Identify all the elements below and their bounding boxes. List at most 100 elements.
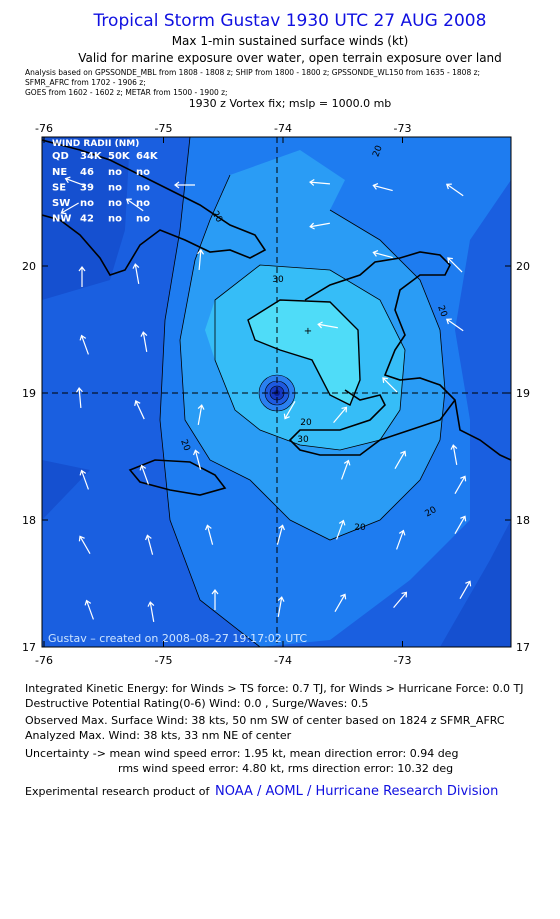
analyzed-line: Analyzed Max. Wind: 38 kts, 33 nm NE of … — [25, 729, 292, 742]
wind-arrow — [211, 589, 219, 610]
title: Tropical Storm Gustav 1930 UTC 27 AUG 20… — [93, 11, 487, 31]
radii-cell: no — [136, 198, 150, 209]
wind-arrow — [336, 519, 346, 540]
lat-tick-label: 20 — [22, 260, 36, 273]
radii-title: WIND RADII (NM) — [52, 139, 139, 149]
wind-arrow — [197, 404, 205, 425]
arrow-shape — [336, 519, 346, 540]
contour-label: 20 — [435, 304, 448, 318]
lat-tick-label: 19 — [516, 387, 530, 400]
wind-arrow — [341, 459, 351, 480]
arrow-shape — [454, 475, 467, 494]
arrow-shape — [60, 202, 79, 215]
arrow-shape — [276, 524, 286, 545]
wind-arrow — [204, 524, 214, 545]
analysis-line: GOES from 1602 - 1602 z; METAR from 1500… — [25, 88, 228, 97]
arrow-shape — [139, 464, 149, 485]
credit-prefix: Experimental research product of — [25, 785, 210, 798]
arrow-shape — [393, 591, 408, 609]
coastline-jamaica — [128, 459, 227, 496]
radii-cell: 39 — [80, 183, 94, 194]
radii-cell: no — [108, 214, 122, 225]
arrow-shape — [125, 198, 144, 212]
wind-arrow — [64, 176, 85, 186]
arrow-shape — [211, 589, 219, 610]
arrow-shape — [394, 450, 407, 469]
validity: Valid for marine exposure over water, op… — [78, 51, 502, 65]
arrow-shape — [140, 331, 148, 352]
map-frame — [41, 136, 512, 648]
wind-arrow — [283, 401, 296, 420]
arrow-shape — [283, 401, 296, 420]
arrow-shape — [197, 404, 205, 425]
wind-arrow — [84, 599, 94, 620]
wind-arrow — [134, 400, 145, 420]
wind-arrow — [174, 181, 195, 189]
radii-header: 64K — [136, 151, 159, 162]
wind-arrow — [309, 222, 330, 230]
wind-arrow — [192, 449, 202, 470]
contour-label: 20 — [300, 418, 312, 428]
wind-arrow — [140, 331, 148, 352]
arrow-shape — [459, 580, 472, 599]
radii-header: 50K — [108, 151, 131, 162]
arrow-shape — [382, 377, 398, 393]
arrow-shape — [309, 178, 331, 186]
max-wind-marker: + — [304, 326, 312, 337]
arrow-shape — [445, 183, 464, 197]
wind-arrows — [60, 176, 472, 622]
wind-arrow — [125, 198, 144, 212]
arrow-shape — [204, 524, 214, 545]
arrow-shape — [84, 599, 94, 620]
lat-tick-label: 20 — [516, 260, 530, 273]
radii-cell: no — [136, 167, 150, 178]
arrow-shape — [192, 449, 202, 470]
wind-arrow — [454, 515, 467, 534]
wind-arrow — [445, 318, 464, 332]
lon-tick-label: -74 — [274, 122, 292, 135]
lat-tick-label: 19 — [22, 387, 36, 400]
lat-tick-label: 17 — [22, 641, 36, 654]
axes: -76 -76 -75 -75 -74 -74 -73 -73 20 20 19 19 18 18 17 17 — [22, 122, 530, 667]
wind-arrow — [372, 182, 393, 192]
wind-arrow — [459, 580, 472, 599]
radii-cell: no — [136, 183, 150, 194]
wind-arrow — [372, 249, 393, 259]
radii-header: 34K — [80, 151, 103, 162]
coastline-cuba — [42, 139, 267, 276]
contour-line — [159, 137, 261, 647]
arrow-shape — [317, 321, 338, 329]
wind-arrow — [147, 601, 155, 622]
lon-tick-label: -75 — [155, 122, 173, 135]
arrow-shape — [78, 535, 91, 554]
hrd-link[interactable]: NOAA / AOML / Hurricane Research Divisio… — [215, 784, 498, 799]
wind-arrow — [309, 178, 331, 186]
uncertainty-line: rms wind speed error: 4.80 kt, rms direc… — [118, 762, 453, 775]
wind-arrow — [317, 321, 338, 329]
lon-tick-label: -74 — [274, 654, 292, 667]
arrow-shape — [197, 249, 205, 271]
wind-arrow — [60, 202, 79, 215]
arrow-shape — [134, 400, 145, 420]
arrow-shape — [341, 459, 351, 480]
wind-arrow — [144, 534, 154, 555]
wind-arrow — [394, 450, 407, 469]
wind-arrow — [132, 263, 140, 284]
wind-arrow — [447, 257, 463, 273]
coastline-hispaniola — [288, 251, 511, 461]
contour-label: 30 — [272, 275, 284, 285]
lon-tick-label: -75 — [155, 654, 173, 667]
radii-cell: SE — [52, 183, 66, 194]
arrow-shape — [79, 469, 89, 490]
arrow-shape — [454, 515, 467, 534]
arrow-shape — [372, 249, 393, 259]
wind-arrow — [333, 406, 348, 424]
radii-cell: no — [80, 198, 94, 209]
wind-band-low — [42, 137, 130, 300]
radii-cell: 42 — [80, 214, 94, 225]
wind-band-low — [42, 460, 90, 520]
wind-arrow — [382, 377, 398, 393]
arrow-shape — [450, 444, 458, 465]
wind-arrow — [393, 591, 408, 609]
